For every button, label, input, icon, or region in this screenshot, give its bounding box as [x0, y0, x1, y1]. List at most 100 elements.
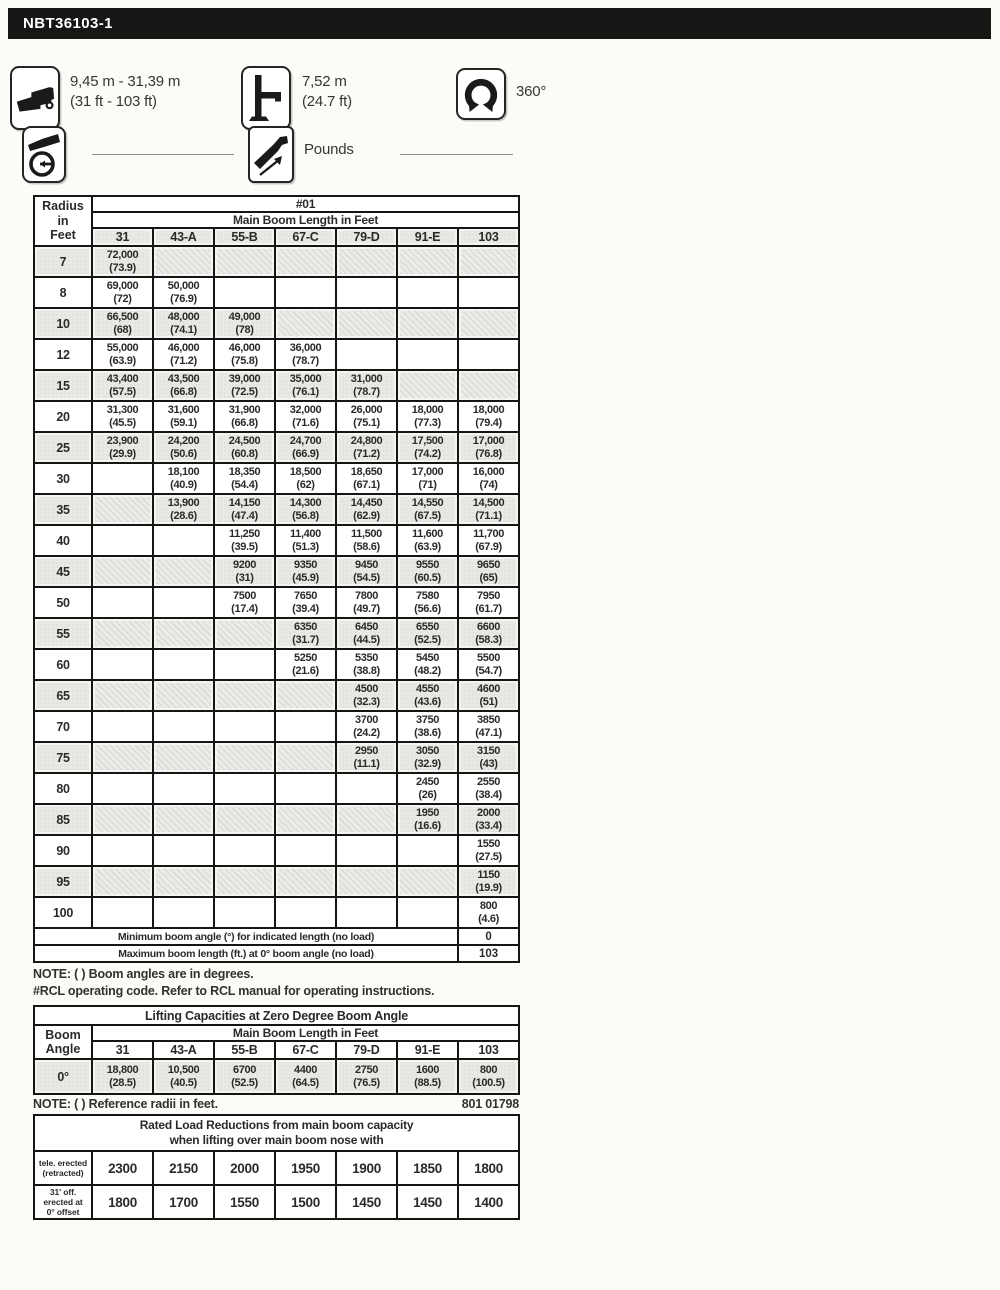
- capacity-cell: [335, 772, 398, 805]
- capacity-cell: [91, 741, 154, 774]
- capacity-cell: 49,000 (78): [213, 307, 276, 340]
- boom-angle-value: (43.6): [414, 695, 441, 708]
- capacity-value: 66,500: [106, 310, 139, 323]
- capacity-cell: [456, 245, 521, 278]
- capacity-value: 3050: [415, 744, 440, 757]
- boom-angle-value: (66.9): [292, 447, 319, 460]
- capacity-value: 7580: [415, 589, 440, 602]
- capacity-value: 18,500: [289, 465, 322, 478]
- capacity-cell: 18,500 (62): [274, 462, 337, 495]
- radius-cell: 90: [33, 834, 93, 867]
- boom-angle-value: (47.1): [475, 726, 502, 739]
- capacity-value: 14,450: [350, 496, 383, 509]
- capacity-cell: 14,150 (47.4): [213, 493, 276, 526]
- capacity-cell: [335, 307, 398, 340]
- capacity-cell: 9350 (45.9): [274, 555, 337, 588]
- capacity-cell: 31,900 (66.8): [213, 400, 276, 433]
- capacity-cell: 6450 (44.5): [335, 617, 398, 650]
- boom-angle-value: (62.9): [353, 509, 380, 522]
- capacity-cell: 4550 (43.6): [396, 679, 459, 712]
- capacity-cell: [91, 865, 154, 898]
- capacity-value: 3150: [477, 744, 501, 757]
- capacity-cell: 5250 (21.6): [274, 648, 337, 681]
- capacity-cell: 4400 (64.5): [274, 1058, 337, 1095]
- capacity-cell: [274, 834, 337, 867]
- capacity-cell: 6600 (58.3): [456, 617, 521, 650]
- capacity-value: 7800: [354, 589, 379, 602]
- capacity-value: 24,200: [167, 434, 200, 447]
- capacity-value: 14,300: [289, 496, 322, 509]
- capacity-cell: 72,000 (73.9): [91, 245, 154, 278]
- boom-angle-value: (44.5): [353, 633, 380, 646]
- capacity-cell: [456, 307, 521, 340]
- capacity-cell: [91, 803, 154, 836]
- capacity-cell: [274, 245, 337, 278]
- capacity-value: 5450: [415, 651, 440, 664]
- capacity-cell: 3050 (32.9): [396, 741, 459, 774]
- capacity-value: 46,000: [167, 341, 200, 354]
- capacity-cell: 3850 (47.1): [456, 710, 521, 743]
- boom-angle-value: (51.3): [292, 540, 319, 553]
- capacity-cell: [335, 276, 398, 309]
- capacity-value: 9550: [415, 558, 440, 571]
- capacity-cell: 17,000 (76.8): [456, 431, 521, 464]
- capacity-cell: 9550 (60.5): [396, 555, 459, 588]
- capacity-cell: [396, 307, 459, 340]
- capacity-cell: 5450 (48.2): [396, 648, 459, 681]
- capacity-value: 2450: [415, 775, 440, 788]
- radius-cell: 80: [33, 772, 93, 805]
- capacity-value: 14,500: [472, 496, 505, 509]
- capacity-cell: [152, 524, 215, 557]
- capacity-value: 11,700: [473, 527, 505, 540]
- capacity-cell: 24,700 (66.9): [274, 431, 337, 464]
- boom-angle-value: (51): [479, 695, 498, 708]
- boom-angle-value: (67.1): [353, 478, 380, 491]
- capacity-value: 13,900: [167, 496, 200, 509]
- reduction-value: 1450: [335, 1184, 398, 1220]
- boom-angle-value: (49.7): [353, 602, 380, 615]
- boom-angle-value: (28.6): [170, 509, 197, 522]
- capacity-cell: [91, 679, 154, 712]
- capacity-cell: [152, 710, 215, 743]
- boom-angle-value: (39.4): [292, 602, 319, 615]
- capacity-cell: [152, 245, 215, 278]
- boom-angle-value: (54.7): [475, 664, 502, 677]
- boom-angle-value: (74.2): [414, 447, 441, 460]
- boom-length-column-header: 67-C: [274, 227, 337, 247]
- reduction-config-label: tele. erected (retracted): [33, 1150, 93, 1186]
- capacity-value: 1150: [477, 868, 500, 881]
- boom-angle-value: (47.4): [231, 509, 258, 522]
- capacity-cell: 46,000 (71.2): [152, 338, 215, 371]
- capacity-value: 26,000: [350, 403, 383, 416]
- capacity-cell: [91, 493, 154, 526]
- capacity-cell: [152, 617, 215, 650]
- radius-cell: 40: [33, 524, 93, 557]
- capacity-cell: 7950 (61.7): [456, 586, 521, 619]
- capacity-cell: [335, 896, 398, 929]
- radius-cell: 55: [33, 617, 93, 650]
- boom-length-column-header: 103: [456, 1040, 521, 1060]
- capacity-value: 5350: [354, 651, 379, 664]
- boom-angle-value: (48.2): [414, 664, 441, 677]
- boom-angle-value: (38.8): [353, 664, 380, 677]
- note-rcl-code: #RCL operating code. Refer to RCL manual…: [33, 983, 435, 998]
- capacity-value: 24,700: [289, 434, 322, 447]
- outrigger-metric: 7,52 m: [302, 73, 347, 90]
- capacity-cell: 31,600 (59.1): [152, 400, 215, 433]
- capacity-cell: 7580 (56.6): [396, 586, 459, 619]
- radius-cell: 65: [33, 679, 93, 712]
- capacity-cell: 23,900 (29.9): [91, 431, 154, 464]
- capacity-cell: 43,500 (66.8): [152, 369, 215, 402]
- capacity-value: 1600: [415, 1063, 440, 1076]
- boom-angle-value: (66.8): [231, 416, 258, 429]
- boom-angle-value: (71.1): [475, 509, 502, 522]
- capacity-value: 17,500: [411, 434, 444, 447]
- boom-angle-value: (40.9): [170, 478, 197, 491]
- capacity-cell: [274, 741, 337, 774]
- reduction-value: 1550: [213, 1184, 276, 1220]
- rcl-code-header: #01: [90, 195, 521, 213]
- note-boom-angles: NOTE: ( ) Boom angles are in degrees.: [33, 967, 254, 981]
- capacity-cell: 2550 (38.4): [456, 772, 521, 805]
- capacity-cell: [274, 803, 337, 836]
- boom-angle-value: (76.5): [353, 1076, 380, 1089]
